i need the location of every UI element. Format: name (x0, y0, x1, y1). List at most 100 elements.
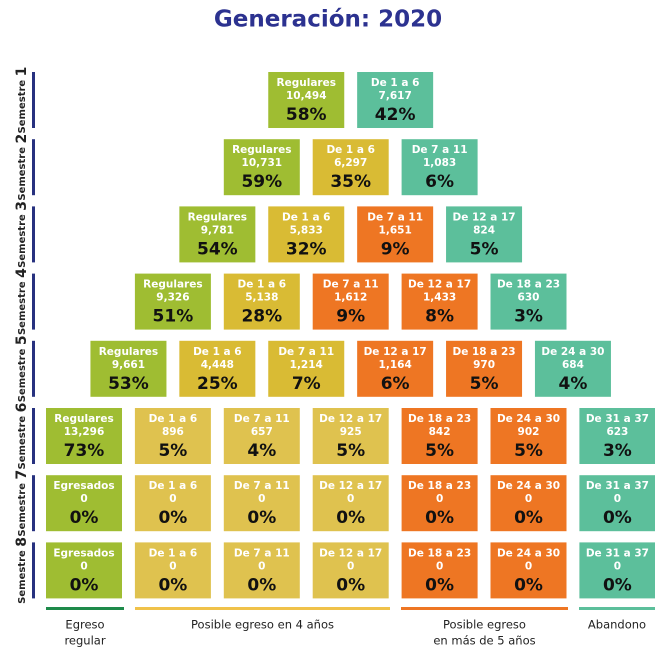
cell-label: De 18 a 23 (408, 547, 471, 559)
cell-percent: 54% (197, 239, 238, 259)
cell-label: De 31 a 37 (586, 547, 649, 559)
cell (490, 475, 567, 532)
cell-count: 925 (340, 426, 362, 438)
cell-percent: 4% (247, 441, 276, 461)
cell-percent: 0% (514, 508, 543, 528)
cell-percent: 0% (70, 575, 99, 595)
cell (401, 139, 478, 196)
cell-label: De 1 a 6 (326, 144, 375, 156)
cell-label: De 1 a 6 (149, 547, 198, 559)
semester-number: 1 (14, 67, 30, 77)
cell-count: 684 (562, 359, 584, 371)
cell-percent: 59% (241, 172, 282, 192)
cell-label: De 7 a 11 (278, 346, 334, 358)
semester-number: 7 (14, 470, 30, 480)
cell-label: De 18 a 23 (408, 480, 471, 492)
legend-line (135, 607, 390, 610)
cell-count: 13,296 (64, 426, 105, 438)
cell (312, 139, 389, 196)
semester-label: Semestre 5 (14, 335, 30, 402)
cell (312, 273, 389, 330)
cell (401, 408, 478, 464)
cell (179, 340, 256, 397)
cell-label: Regulares (143, 279, 202, 291)
cell-count: 9,326 (156, 292, 189, 304)
semester-bar (32, 72, 35, 128)
cell-label: De 12 a 17 (452, 211, 515, 223)
cell-percent: 53% (108, 374, 149, 394)
semester-label: Semestre 7 (14, 470, 30, 537)
cell-label: Regulares (232, 144, 291, 156)
cell-percent: 5% (514, 441, 543, 461)
cell-label: De 1 a 6 (371, 77, 420, 89)
semester-bar (32, 273, 35, 330)
cell-percent: 0% (425, 508, 454, 528)
semester-word: Semestre (17, 147, 28, 201)
cell-count: 1,214 (290, 359, 323, 371)
cell-percent: 32% (286, 239, 327, 259)
semester-number: 6 (14, 403, 30, 413)
cell (312, 475, 389, 532)
semester-word: Semestre (17, 80, 28, 134)
cell-label: De 1 a 6 (238, 279, 287, 291)
cell (490, 273, 567, 330)
semester-word: Semestre (17, 214, 28, 268)
cell-percent: 0% (70, 508, 99, 528)
legend-label: en más de 5 años (433, 634, 535, 648)
cell-label: De 31 a 37 (586, 480, 649, 492)
cell (579, 475, 655, 532)
cell (134, 542, 211, 599)
cell-percent: 0% (425, 575, 454, 595)
semester-number: 4 (14, 268, 30, 278)
cell-label: De 24 a 30 (497, 413, 560, 425)
cell (268, 340, 345, 397)
cell-count: 5,833 (290, 224, 323, 236)
cell-count: 0 (436, 493, 443, 505)
cell (46, 542, 122, 599)
cell-count: 6,297 (334, 157, 367, 169)
cell-percent: 3% (514, 307, 543, 327)
cell (134, 408, 211, 464)
cell (312, 408, 389, 464)
cell-count: 0 (525, 560, 532, 572)
cell-count: 7,617 (379, 90, 412, 102)
cell-count: 657 (251, 426, 273, 438)
cell-count: 1,083 (423, 157, 456, 169)
cell-percent: 6% (381, 374, 410, 394)
cell-percent: 5% (336, 441, 365, 461)
semester-label: Semestre 8 (14, 537, 30, 604)
cell-label: Regulares (54, 413, 113, 425)
cell-label: De 12 a 17 (408, 279, 471, 291)
cell (312, 542, 389, 599)
cell-count: 0 (614, 560, 621, 572)
cell (223, 475, 300, 532)
cell (46, 475, 122, 532)
legend-label: Posible egreso en 4 años (191, 618, 334, 632)
cell-percent: 8% (425, 307, 454, 327)
cell-label: Egresados (53, 547, 114, 559)
semester-word: Semestre (17, 483, 28, 537)
cell-count: 5,138 (245, 292, 278, 304)
cell-count: 0 (347, 560, 354, 572)
cell-label: Regulares (277, 77, 336, 89)
cell-label: De 1 a 6 (149, 413, 198, 425)
cell-label: Egresados (53, 480, 114, 492)
cell-percent: 5% (425, 441, 454, 461)
cell-count: 1,651 (379, 224, 412, 236)
cell (134, 475, 211, 532)
cell-label: De 7 a 11 (234, 547, 290, 559)
cell-count: 0 (169, 493, 176, 505)
cell (90, 340, 167, 397)
cell (401, 273, 478, 330)
cell-count: 9,661 (112, 359, 145, 371)
cell-percent: 25% (197, 374, 238, 394)
cell-percent: 0% (247, 575, 276, 595)
cell-percent: 5% (470, 239, 499, 259)
cell (268, 72, 345, 128)
cell-count: 623 (606, 426, 628, 438)
cell-percent: 4% (559, 374, 588, 394)
semester-word: Semestre (17, 550, 28, 604)
cell-count: 1,164 (379, 359, 412, 371)
cell (357, 340, 434, 397)
